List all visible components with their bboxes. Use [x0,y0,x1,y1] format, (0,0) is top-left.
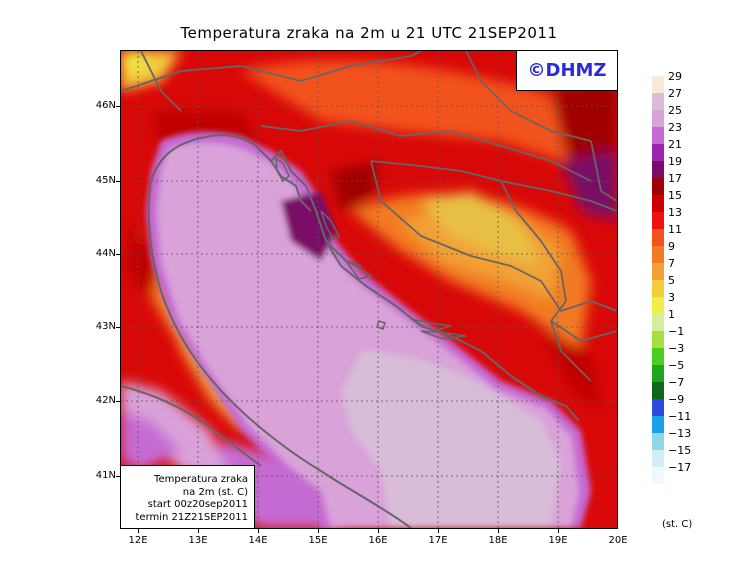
lon-tick [318,529,319,533]
lon-tick [558,529,559,533]
legend-swatch [652,195,664,212]
legend-swatch [652,297,664,314]
legend-swatch [652,450,664,467]
legend-label: −3 [668,342,685,355]
legend-swatch [652,229,664,246]
legend-label: 23 [668,121,682,134]
legend-label: 7 [668,257,675,270]
legend-label: −15 [668,444,692,457]
legend-swatch [652,246,664,263]
lon-tick [138,529,139,533]
legend-swatch [652,127,664,144]
legend-label: 9 [668,240,675,253]
legend-swatch [652,365,664,382]
lat-label-43n: 43N [95,321,116,332]
legend-swatch [652,467,664,484]
legend-label: 29 [668,70,682,83]
legend-label: 15 [668,189,682,202]
country-borders [121,51,617,382]
lon-label-17e: 17E [428,535,448,546]
legend-swatch [652,331,664,348]
info-box: Temperatura zraka na 2m (st. C) start 00… [121,465,255,528]
temperature-map [120,50,618,529]
lon-label-16e: 16E [368,535,388,546]
legend-label: −9 [668,393,685,406]
lon-tick [378,529,379,533]
lon-label-14e: 14E [248,535,268,546]
legend-swatch [652,76,664,93]
legend-label: 1 [668,308,675,321]
legend-label: −5 [668,359,685,372]
legend-label: −7 [668,376,685,389]
lon-label-13e: 13E [188,535,208,546]
legend-swatch [652,399,664,416]
lat-tick [116,181,120,182]
legend-units: (st. C) [662,519,693,530]
legend-swatch [652,144,664,161]
legend-label: 17 [668,172,682,185]
lon-label-18e: 18E [488,535,508,546]
legend-swatch [652,433,664,450]
legend-label: −1 [668,325,685,338]
lat-tick [116,401,120,402]
lat-tick [116,254,120,255]
color-legend [652,76,664,484]
lat-label-42n: 42N [95,395,116,406]
info-line-1: Temperatura zraka [154,474,248,485]
legend-label: 19 [668,155,682,168]
lon-tick [258,529,259,533]
lon-tick [498,529,499,533]
lat-label-45n: 45N [95,175,116,186]
legend-swatch [652,263,664,280]
map-title: Temperatura zraka na 2m u 21 UTC 21SEP20… [180,24,558,42]
legend-label: 11 [668,223,682,236]
legend-label: 25 [668,104,682,117]
lon-tick [198,529,199,533]
legend-label: −11 [668,410,692,423]
legend-label: −13 [668,427,692,440]
lat-tick [116,106,120,107]
lat-label-46n: 46N [95,100,116,111]
lon-label-20e: 20E [608,535,628,546]
legend-label: 27 [668,87,682,100]
legend-swatch [652,280,664,297]
info-line-2: na 2m (st. C) [182,486,248,498]
legend-label: 5 [668,274,675,287]
legend-swatch [652,348,664,365]
legend-swatch [652,382,664,399]
map-canvas [121,51,617,528]
info-line-4: termin 21Z21SEP2011 [135,511,249,523]
legend-swatch [652,212,664,229]
lon-label-19e: 19E [548,535,568,546]
legend-label: 3 [668,291,675,304]
legend-swatch [652,314,664,331]
lon-label-12e: 12E [128,535,148,546]
lat-tick [116,476,120,477]
copyright-label: ©DHMZ [516,51,617,91]
legend-label: −17 [668,461,692,474]
legend-swatch [652,416,664,433]
info-line-3: start 00z20sep2011 [147,499,248,511]
legend-label: 21 [668,138,682,151]
lon-tick [438,529,439,533]
legend-swatch [652,161,664,178]
legend-swatch [652,110,664,127]
lat-label-44n: 44N [95,248,116,259]
lat-label-41n: 41N [95,470,116,481]
legend-swatch [652,93,664,110]
islands [275,157,467,340]
lon-label-15e: 15E [308,535,328,546]
lat-tick [116,327,120,328]
legend-swatch [652,178,664,195]
legend-label: 13 [668,206,682,219]
